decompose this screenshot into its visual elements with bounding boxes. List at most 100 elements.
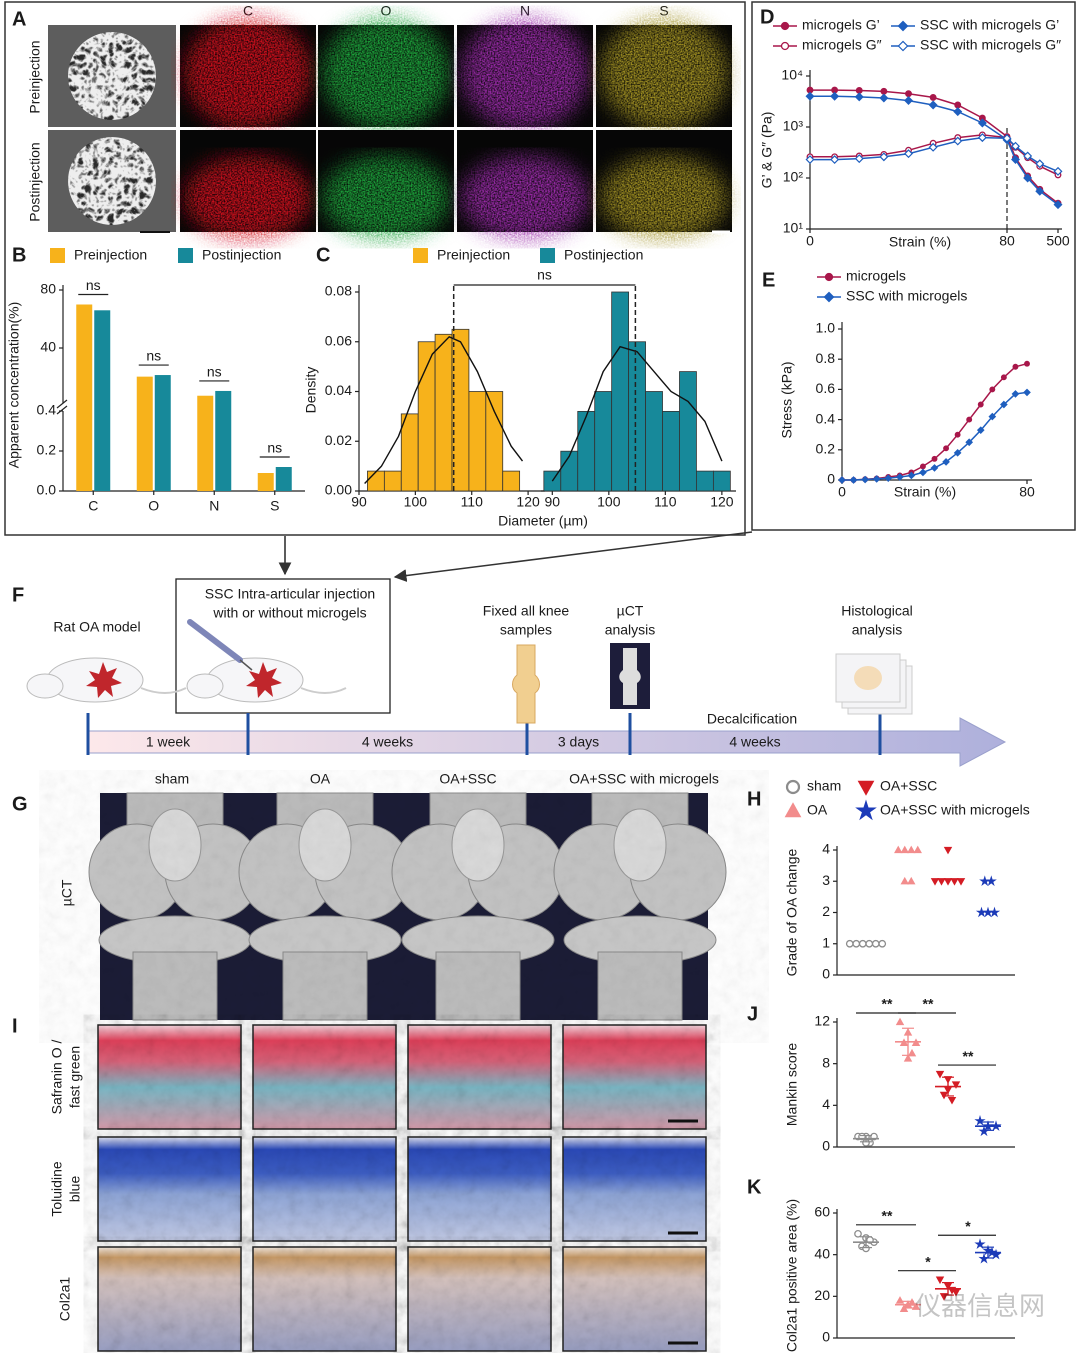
data-point bbox=[849, 476, 858, 484]
data-point bbox=[1023, 173, 1033, 183]
x-tick-label: C bbox=[88, 498, 98, 514]
data-point bbox=[854, 92, 864, 102]
x-tick-label: N bbox=[209, 498, 219, 514]
legend-swatch bbox=[50, 248, 65, 263]
y-tick-label: 20 bbox=[814, 1287, 830, 1303]
data-point bbox=[884, 474, 893, 483]
panel-label: A bbox=[12, 8, 26, 30]
data-point bbox=[911, 1302, 921, 1310]
y-tick-label: 0.04 bbox=[325, 382, 352, 398]
data-point bbox=[903, 1054, 913, 1062]
y-tick-label: 0.00 bbox=[325, 482, 352, 498]
y-tick-label: 10² bbox=[783, 169, 804, 185]
bar bbox=[197, 395, 214, 491]
legend-label: SSC with microgels G’ bbox=[920, 17, 1059, 33]
y-tick-label: 8 bbox=[822, 1054, 830, 1070]
rat-head bbox=[26, 673, 64, 699]
y-tick-label: 60 bbox=[814, 1204, 830, 1220]
histology-texture bbox=[98, 1247, 241, 1351]
eds-signal bbox=[600, 156, 728, 240]
histogram-bar bbox=[383, 470, 402, 492]
x-tick-label: 110 bbox=[654, 494, 677, 510]
histogram-bar bbox=[434, 333, 453, 492]
series-line bbox=[842, 362, 1028, 481]
y-tick-label: 0 bbox=[822, 966, 830, 982]
data-point bbox=[907, 845, 916, 854]
data-point bbox=[919, 463, 926, 470]
legend-label: SSC with microgels bbox=[846, 288, 967, 304]
histology-texture bbox=[563, 1137, 706, 1241]
histology-texture bbox=[253, 1137, 396, 1241]
legend-label: OA+SSC with microgels bbox=[880, 802, 1030, 818]
data-point bbox=[943, 846, 953, 855]
legend-marker bbox=[823, 291, 835, 303]
row-label: Preinjection bbox=[27, 40, 43, 113]
data-point bbox=[871, 939, 880, 948]
x-axis-label: Diameter (µm) bbox=[498, 513, 588, 529]
interval-label: 4 weeks bbox=[362, 734, 413, 750]
data-point bbox=[854, 1229, 862, 1238]
legend-label: Preinjection bbox=[74, 247, 147, 263]
significance-label: * bbox=[965, 1218, 971, 1234]
data-point bbox=[1023, 151, 1033, 161]
data-point bbox=[879, 93, 889, 103]
legend-label: sham bbox=[807, 778, 841, 794]
step-label: Rat OA model bbox=[53, 619, 140, 635]
knee-bone bbox=[512, 644, 540, 724]
data-point bbox=[894, 845, 903, 854]
data-point bbox=[907, 471, 916, 480]
data-point bbox=[861, 475, 869, 484]
significance-label: ** bbox=[923, 996, 934, 1012]
y-tick-label: 4 bbox=[822, 841, 830, 857]
column-label: sham bbox=[155, 771, 189, 787]
data-point bbox=[928, 100, 938, 110]
data-point bbox=[937, 878, 946, 886]
column-label: C bbox=[243, 3, 253, 19]
y-tick-label: 0.0 bbox=[37, 482, 57, 498]
column-label: OA+SSC bbox=[439, 771, 496, 787]
legend-label: microgels G’ bbox=[802, 17, 880, 33]
data-point bbox=[950, 878, 959, 886]
interval-label: 4 weeks bbox=[729, 734, 780, 750]
row-label: Toluidine bbox=[49, 1161, 65, 1216]
data-point bbox=[974, 1114, 986, 1126]
lesion bbox=[246, 662, 282, 698]
y-tick-label: 0.8 bbox=[816, 350, 836, 366]
watermark: 仪器信息网 bbox=[915, 1291, 1045, 1321]
y-tick-label: 0.4 bbox=[37, 402, 57, 418]
panel-label: G bbox=[12, 793, 28, 815]
data-point bbox=[943, 878, 953, 886]
histogram-bar bbox=[611, 291, 630, 492]
data-point bbox=[1024, 360, 1030, 367]
x-tick-label: 80 bbox=[999, 233, 1015, 249]
data-point bbox=[907, 876, 916, 885]
y-axis-label: Col2a1 positive area (%) bbox=[784, 1199, 800, 1352]
x-tick-label: 90 bbox=[351, 494, 367, 510]
data-point bbox=[830, 91, 840, 101]
y-axis-label: Apparent concentration(%) bbox=[6, 302, 22, 469]
legend-swatch bbox=[540, 248, 555, 263]
data-point bbox=[985, 875, 997, 887]
tissue bbox=[854, 666, 882, 690]
significance-label: ** bbox=[963, 1048, 974, 1064]
data-point bbox=[935, 1070, 945, 1079]
eds-signal bbox=[184, 156, 312, 240]
legend-marker bbox=[897, 40, 909, 52]
legend-marker bbox=[857, 780, 875, 796]
legend-label: OA bbox=[807, 802, 828, 818]
histogram-bar bbox=[662, 410, 680, 492]
x-tick-label: 110 bbox=[461, 494, 484, 510]
bar bbox=[275, 467, 292, 491]
data-point bbox=[1000, 374, 1007, 381]
step-label: Histological bbox=[841, 603, 913, 619]
y-axis-label: G’ & G″ (Pa) bbox=[759, 112, 775, 189]
y-tick-label: 0.2 bbox=[37, 442, 57, 458]
bar bbox=[154, 375, 171, 491]
y-tick-label: 3 bbox=[822, 872, 830, 888]
histogram-bar bbox=[485, 391, 504, 492]
data-point bbox=[904, 96, 913, 106]
histology-texture bbox=[253, 1025, 396, 1129]
data-point bbox=[928, 142, 938, 152]
legend-label: Preinjection bbox=[437, 247, 510, 263]
data-point bbox=[935, 1276, 945, 1285]
